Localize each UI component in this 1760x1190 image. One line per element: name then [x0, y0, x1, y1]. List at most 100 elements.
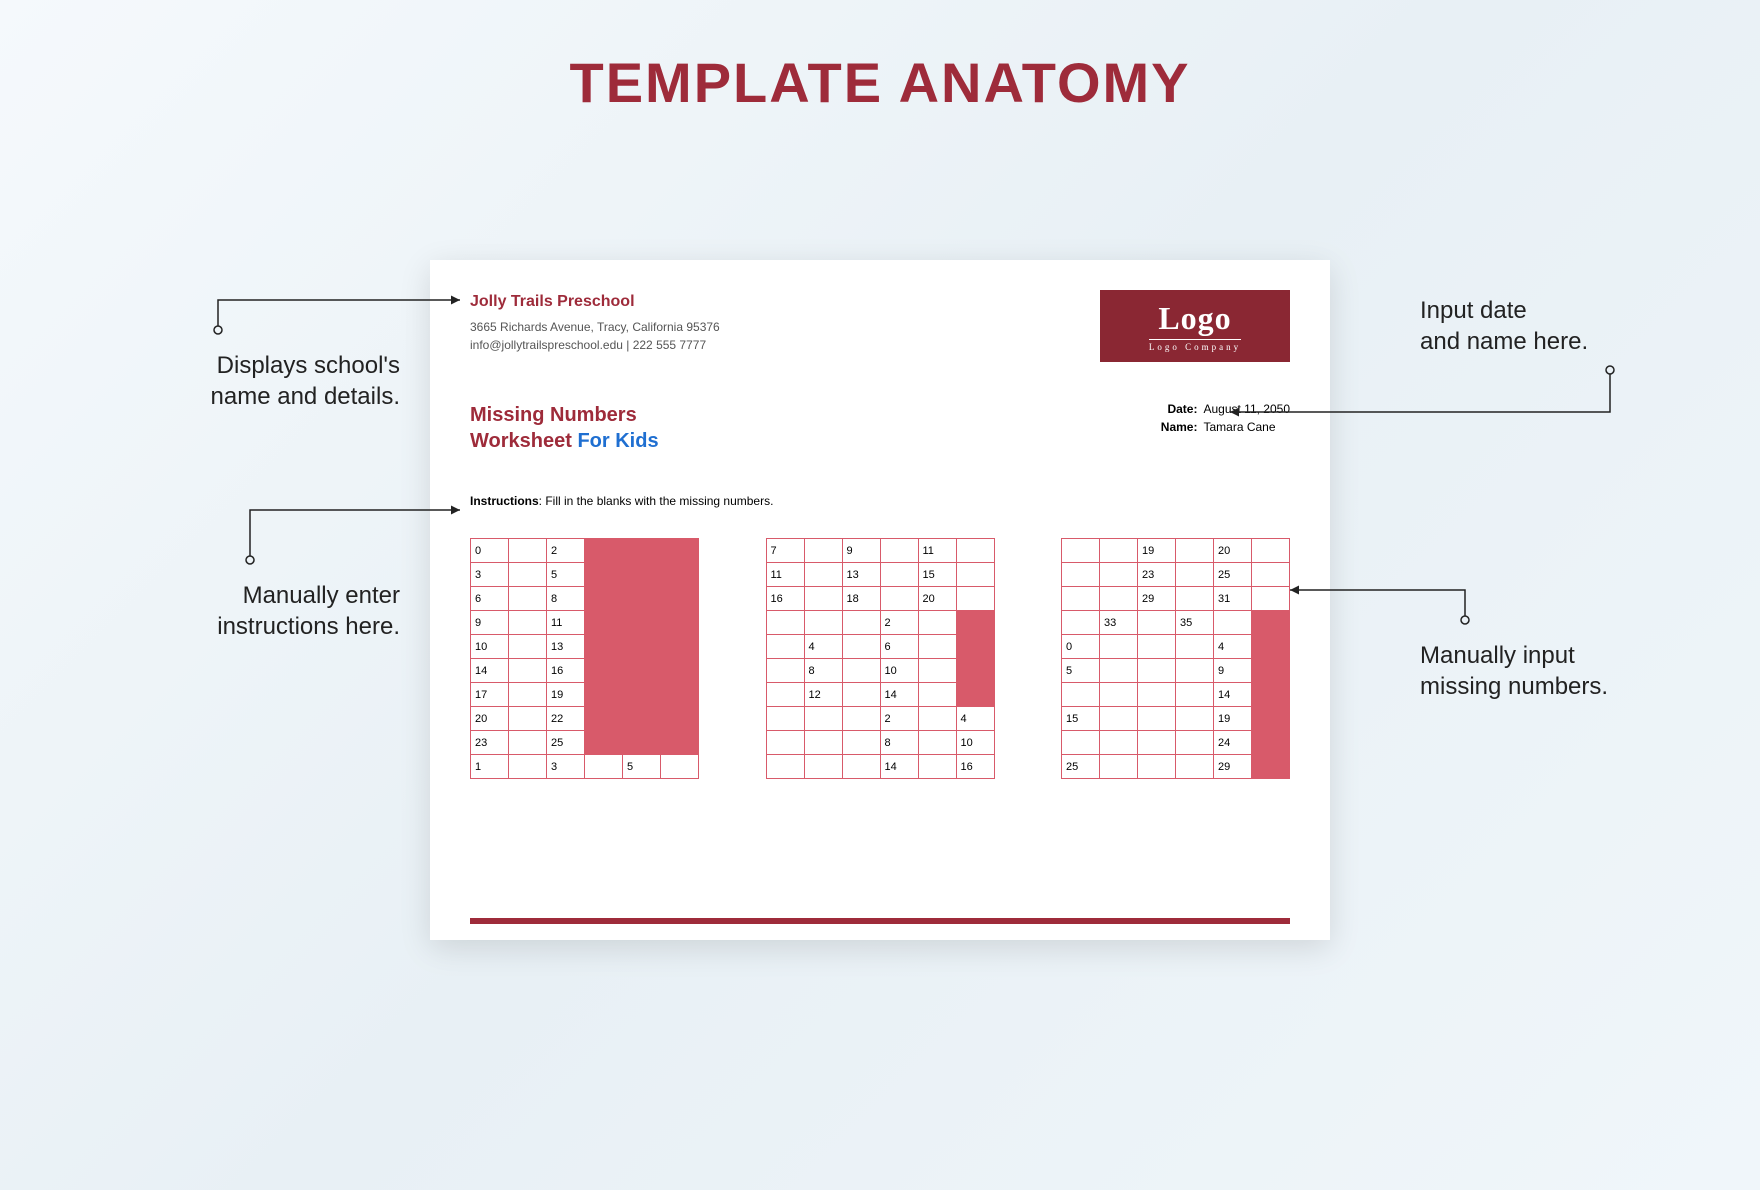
number-cell: [585, 659, 623, 683]
number-table-1: 02356891110131416171920222325135: [470, 538, 699, 779]
number-cell: [842, 635, 880, 659]
number-cell: 19: [547, 683, 585, 707]
number-cell: [1100, 683, 1138, 707]
number-cell: [1100, 539, 1138, 563]
number-cell: [1062, 539, 1100, 563]
number-cell: [1176, 563, 1214, 587]
number-cell: [585, 635, 623, 659]
number-cell: 6: [471, 587, 509, 611]
number-cell: [1100, 731, 1138, 755]
worksheet-title-line2: Worksheet For Kids: [470, 428, 659, 454]
number-cell: 5: [1062, 659, 1100, 683]
worksheet-title: Missing Numbers Worksheet For Kids: [470, 402, 659, 454]
number-cell: [956, 683, 994, 707]
number-cell: [1252, 587, 1290, 611]
number-cell: [509, 611, 547, 635]
number-cell: [1100, 635, 1138, 659]
number-cell: 4: [956, 707, 994, 731]
number-cell: [623, 659, 661, 683]
number-cell: [918, 611, 956, 635]
number-cell: [661, 563, 699, 587]
number-cell: 1: [471, 755, 509, 779]
number-cell: 20: [918, 587, 956, 611]
number-cell: [1100, 707, 1138, 731]
number-cell: [804, 755, 842, 779]
number-cell: [766, 635, 804, 659]
number-cell: 0: [1062, 635, 1100, 659]
meta-date-row: Date: August 11, 2050: [1155, 402, 1290, 416]
number-cell: 8: [880, 731, 918, 755]
number-cell: 10: [880, 659, 918, 683]
number-cell: [585, 755, 623, 779]
callout-instructions: Manually enterinstructions here.: [80, 580, 400, 642]
number-cell: 22: [547, 707, 585, 731]
number-cell: 14: [471, 659, 509, 683]
number-cell: [1100, 563, 1138, 587]
number-cell: [918, 683, 956, 707]
number-cell: [661, 707, 699, 731]
number-cell: [509, 563, 547, 587]
number-cell: [804, 731, 842, 755]
number-cell: 10: [956, 731, 994, 755]
number-cell: [1252, 731, 1290, 755]
number-cell: 11: [766, 563, 804, 587]
number-cell: [1214, 611, 1252, 635]
number-cell: [1138, 755, 1176, 779]
number-cell: [1252, 539, 1290, 563]
number-cell: 11: [547, 611, 585, 635]
meta-block: Date: August 11, 2050 Name: Tamara Cane: [1155, 402, 1290, 438]
number-cell: [1062, 731, 1100, 755]
number-cell: [623, 707, 661, 731]
number-cell: [804, 587, 842, 611]
number-cell: 16: [956, 755, 994, 779]
number-cell: [623, 683, 661, 707]
number-cell: [509, 587, 547, 611]
instructions-label: Instructions: [470, 494, 539, 508]
number-cell: 20: [471, 707, 509, 731]
number-cell: [1062, 683, 1100, 707]
number-cell: 15: [918, 563, 956, 587]
number-cell: 14: [1214, 683, 1252, 707]
number-cell: [585, 587, 623, 611]
number-cell: [661, 611, 699, 635]
number-cell: 25: [1214, 563, 1252, 587]
number-cell: [1252, 683, 1290, 707]
number-cell: [509, 707, 547, 731]
meta-name-label: Name:: [1155, 420, 1197, 434]
number-cell: [842, 659, 880, 683]
worksheet-document: Jolly Trails Preschool 3665 Richards Ave…: [430, 260, 1330, 940]
number-cell: 4: [804, 635, 842, 659]
number-cell: [766, 707, 804, 731]
number-cell: [918, 707, 956, 731]
number-cell: 4: [1214, 635, 1252, 659]
school-block: Jolly Trails Preschool 3665 Richards Ave…: [470, 290, 720, 354]
number-cell: 10: [471, 635, 509, 659]
number-cell: [1062, 587, 1100, 611]
number-cell: [661, 731, 699, 755]
number-cell: [1176, 731, 1214, 755]
number-cell: [842, 707, 880, 731]
number-cell: [956, 539, 994, 563]
number-cell: 23: [471, 731, 509, 755]
number-cell: [804, 611, 842, 635]
number-cell: 31: [1214, 587, 1252, 611]
number-cell: [623, 539, 661, 563]
number-cell: [1176, 707, 1214, 731]
number-cell: 3: [547, 755, 585, 779]
number-cell: [766, 611, 804, 635]
number-cell: [1176, 587, 1214, 611]
page-title: TEMPLATE ANATOMY: [0, 50, 1760, 115]
number-cell: 19: [1138, 539, 1176, 563]
number-cell: 0: [471, 539, 509, 563]
meta-name-value: Tamara Cane: [1203, 420, 1275, 434]
number-cell: [1252, 611, 1290, 635]
number-cell: [842, 731, 880, 755]
number-cell: 14: [880, 755, 918, 779]
number-cell: [956, 611, 994, 635]
number-cell: 33: [1100, 611, 1138, 635]
number-cell: [1100, 587, 1138, 611]
number-cell: 23: [1138, 563, 1176, 587]
meta-date-label: Date:: [1155, 402, 1197, 416]
number-cell: [661, 635, 699, 659]
number-cell: [509, 731, 547, 755]
